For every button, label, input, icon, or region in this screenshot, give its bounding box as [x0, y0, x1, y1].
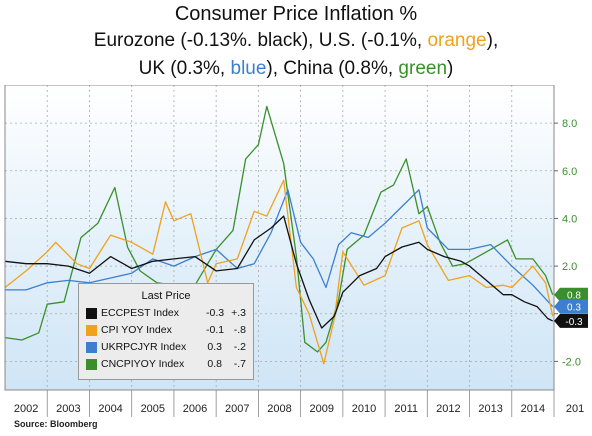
series-group: [4, 105, 554, 365]
y-tick-label: -2.0: [562, 356, 581, 368]
subtitle-text: ), China (0.8%,: [266, 58, 399, 79]
legend-last-price: 0.3: [207, 341, 222, 353]
series-line-cpi-yoy-index: [4, 179, 554, 365]
last-value-flag: [554, 313, 588, 328]
y-tick-label: 8.0: [562, 118, 577, 130]
x-tick-label: 2011: [394, 403, 418, 415]
x-tick-label: 2002: [14, 403, 38, 415]
series-line-ukrpcjyr-index: [5, 189, 554, 308]
x-tick-label: 2004: [98, 403, 122, 415]
legend-series-name: CPI YOY Index: [101, 324, 172, 336]
x-tick-label: 2014: [521, 403, 545, 415]
legend-title: Last Price: [141, 290, 191, 302]
x-tick-label: 2008: [267, 403, 291, 415]
last-value-flag: [554, 299, 588, 314]
legend-change: -.8: [233, 324, 246, 336]
chart-subtitle-line-1: Eurozone (-0.13%. black), U.S. (-0.1%, o…: [0, 27, 592, 55]
y-tick-label: 6.0: [562, 166, 577, 178]
y-axis: 8.0 6.0 4.0 2.0 -2.0: [554, 118, 581, 368]
legend-change: -.2: [233, 341, 246, 353]
last-value-labels: 0.80.3 -0.3: [554, 287, 588, 328]
subtitle-text: ),: [486, 30, 499, 51]
subtitle-text: ): [447, 58, 454, 79]
last-value-flag: [554, 287, 588, 302]
chart-title: Consumer Price Inflation %: [174, 3, 418, 25]
subtitle-green-word: green: [398, 58, 448, 79]
legend-row: UKRPCJYR Index 0.3 -.2: [79, 339, 253, 356]
x-tick-label: 2006: [183, 403, 207, 415]
subtitle-orange-word: orange: [427, 30, 487, 51]
legend-row: CPI YOY Index -0.1 -.8: [79, 322, 253, 339]
subtitle-text: Eurozone (-0.13%. black), U.S. (-0.1%,: [93, 30, 428, 51]
source-note: Source: Bloomberg: [14, 419, 98, 429]
x-tick-label: 2005: [141, 403, 165, 415]
chart-title-block: Consumer Price Inflation % Eurozone (-0.…: [0, 0, 592, 88]
last-value-label: 0.8: [567, 291, 581, 302]
legend-series-name: CNCPIYOY Index: [101, 358, 185, 370]
legend-row: ECCPEST Index -0.3 +.3: [79, 305, 253, 322]
series-line-cncpiyoy-index: [4, 105, 554, 353]
legend-last-price: -0.1: [206, 324, 225, 336]
legend-change: +.3: [231, 307, 246, 319]
legend-change: -.7: [233, 358, 246, 370]
legend-swatch: [86, 342, 97, 353]
chart-subtitle-line-2: UK (0.3%, blue), China (0.8%, green): [0, 55, 592, 83]
x-tick-label: 2010: [352, 403, 376, 415]
legend-last-price: -0.3: [206, 307, 225, 319]
legend-series-name: UKRPCJYR Index: [101, 341, 187, 353]
x-tick-label: 2012: [436, 403, 460, 415]
subtitle-text: UK (0.3%,: [138, 58, 231, 79]
legend-row: CNCPIYOY Index 0.8 -.7: [79, 356, 253, 373]
y-tick-label: 2.0: [562, 261, 577, 273]
legend-swatch: [86, 308, 97, 319]
last-value-label: -0.3: [565, 317, 583, 328]
x-tick-label: 2013: [478, 403, 502, 415]
x-tick-label: 201: [566, 403, 584, 415]
y-tick-label: 4.0: [562, 213, 577, 225]
legend-swatch: [86, 325, 97, 336]
legend-swatch: [86, 359, 97, 370]
x-tick-label: 2009: [309, 403, 333, 415]
plot-frame: [4, 85, 555, 391]
subtitle-blue-word: blue: [230, 58, 267, 79]
legend-series-name: ECCPEST Index: [101, 307, 180, 319]
x-tick-label: 2007: [225, 403, 249, 415]
x-tick-label: 2003: [56, 403, 80, 415]
legend-box: Last Price ECCPEST Index -0.3 +.3 CPI YO…: [78, 283, 254, 380]
last-value-label: 0.3: [567, 303, 581, 314]
series-line-eccpest-index: [4, 215, 553, 329]
legend-last-price: 0.8: [207, 358, 222, 370]
x-axis: 2002 2003 2004 2005 2006 2007 2008 2009 2010 2011…: [14, 390, 584, 417]
